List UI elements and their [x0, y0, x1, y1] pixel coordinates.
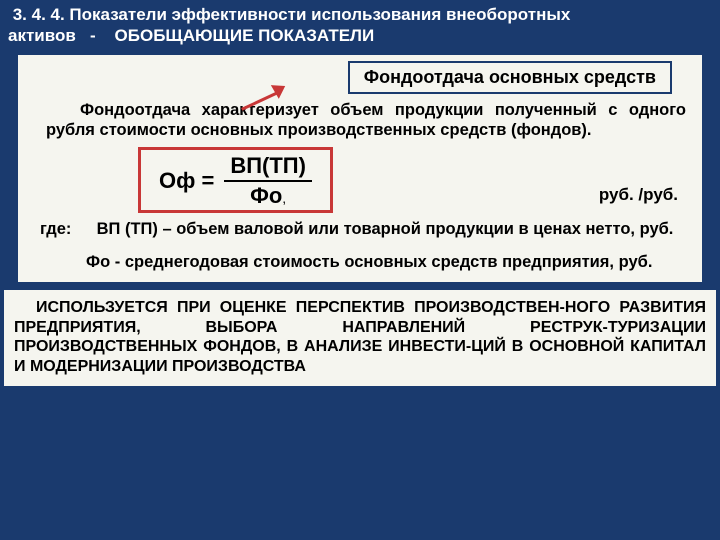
header-line-1: 3. 4. 4. Показатели эффективности исполь…: [8, 4, 712, 25]
formula-unit: руб. /руб.: [599, 185, 678, 213]
subtitle-row: Фондоотдача основных средств: [18, 55, 702, 98]
formula-numerator: ВП(ТП): [224, 154, 312, 180]
definition-text: Фондоотдача характеризует объем продукци…: [18, 98, 702, 145]
subtitle-box: Фондоотдача основных средств: [348, 61, 672, 94]
formula-fraction: ВП(ТП) Фо,: [224, 154, 312, 208]
main-panel: Фондоотдача основных средств Фондоотдача…: [16, 53, 704, 285]
legend-label: где:: [40, 219, 92, 240]
formula-lhs: Оф =: [159, 168, 214, 194]
header-line-2: активов - ОБОБЩАЮЩИЕ ПОКАЗАТЕЛИ: [8, 25, 712, 46]
legend-var-1: ВП (ТП) – объем валовой или товарной про…: [97, 220, 674, 238]
formula-den-comma: ,: [282, 190, 286, 206]
formula-denominator: Фо,: [244, 182, 292, 208]
formula-box: Оф = ВП(ТП) Фо,: [138, 147, 333, 213]
usage-note: ИСПОЛЬЗУЕТСЯ ПРИ ОЦЕНКЕ ПЕРСПЕКТИВ ПРОИЗ…: [4, 290, 716, 386]
slide-header: 3. 4. 4. Показатели эффективности исполь…: [0, 0, 720, 53]
formula-row: Оф = ВП(ТП) Фо, руб. /руб.: [18, 145, 702, 215]
legend-line-1: где: ВП (ТП) – объем валовой или товарно…: [18, 215, 702, 244]
legend-line-2: Фо - среднегодовая стоимость основных ср…: [18, 244, 702, 283]
formula-den-var: Фо: [250, 183, 282, 208]
